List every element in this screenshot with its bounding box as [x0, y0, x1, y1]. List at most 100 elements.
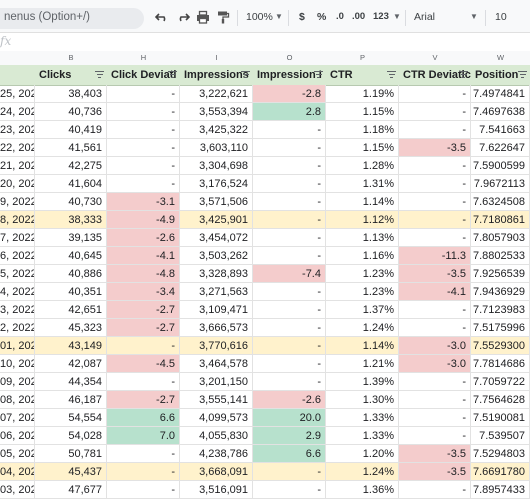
header-clicks[interactable]: Clicks	[35, 65, 108, 86]
cell-ctr-deviation[interactable]: -	[399, 229, 471, 247]
cell-clicks[interactable]: 42,651	[35, 301, 107, 319]
cell-impressions[interactable]: 4,099,573	[180, 409, 253, 427]
cell-impressions[interactable]: 4,055,830	[180, 427, 253, 445]
cell-click-deviation[interactable]: -	[107, 157, 180, 175]
cell-impression-deviation[interactable]: -7.4	[253, 265, 326, 283]
cell-ctr-deviation[interactable]: -3.0	[399, 355, 471, 373]
cell-ctr-deviation[interactable]: -	[399, 301, 471, 319]
cell-ctr[interactable]: 1.19%	[326, 85, 399, 103]
paint-format-icon[interactable]	[216, 10, 230, 26]
cell-impressions[interactable]: 3,271,563	[180, 283, 253, 301]
cell-impression-deviation[interactable]: -2.8	[253, 85, 326, 103]
cell-impressions[interactable]: 3,503,262	[180, 247, 253, 265]
cell-clicks[interactable]: 45,323	[35, 319, 107, 337]
column-letter-date[interactable]	[0, 51, 36, 66]
cell-date[interactable]: 07, 2022	[0, 409, 35, 427]
cell-ctr[interactable]: 1.15%	[326, 139, 399, 157]
cell-ctr-deviation[interactable]: -	[399, 121, 471, 139]
cell-date[interactable]: 04, 2022	[0, 463, 35, 481]
cell-clicks[interactable]: 44,354	[35, 373, 107, 391]
cell-ctr[interactable]: 1.39%	[326, 373, 399, 391]
cell-ctr[interactable]: 1.15%	[326, 103, 399, 121]
cell-click-deviation[interactable]: -4.1	[107, 247, 180, 265]
cell-impression-deviation[interactable]: -	[253, 121, 326, 139]
cell-impression-deviation[interactable]: -	[253, 337, 326, 355]
cell-impressions[interactable]: 3,109,471	[180, 301, 253, 319]
cell-ctr[interactable]: 1.23%	[326, 265, 399, 283]
cell-date[interactable]: 10, 2022	[0, 355, 35, 373]
cell-impressions[interactable]: 3,555,141	[180, 391, 253, 409]
cell-impression-deviation[interactable]: -	[253, 355, 326, 373]
cell-date[interactable]: 4, 2022	[0, 283, 35, 301]
cell-clicks[interactable]: 40,419	[35, 121, 107, 139]
cell-impression-deviation[interactable]: -	[253, 301, 326, 319]
cell-ctr-deviation[interactable]: -	[399, 103, 471, 121]
cell-date[interactable]: 05, 2022	[0, 445, 35, 463]
cell-impressions[interactable]: 3,328,893	[180, 265, 253, 283]
cell-ctr[interactable]: 1.37%	[326, 301, 399, 319]
filter-icon[interactable]	[387, 71, 396, 79]
cell-ctr-deviation[interactable]: -	[399, 211, 471, 229]
cell-impressions[interactable]: 3,222,621	[180, 85, 253, 103]
cell-clicks[interactable]: 40,736	[35, 103, 107, 121]
cell-position[interactable]: 7.5900599	[471, 157, 530, 175]
cell-ctr[interactable]: 1.24%	[326, 319, 399, 337]
cell-ctr[interactable]: 1.20%	[326, 445, 399, 463]
cell-clicks[interactable]: 38,333	[35, 211, 107, 229]
cell-ctr-deviation[interactable]: -	[399, 391, 471, 409]
cell-clicks[interactable]: 47,677	[35, 481, 107, 499]
cell-clicks[interactable]: 42,087	[35, 355, 107, 373]
cell-date[interactable]: 24, 2022	[0, 103, 35, 121]
cell-click-deviation[interactable]: -2.7	[107, 319, 180, 337]
header-impressions[interactable]: Impressions	[180, 65, 254, 86]
cell-clicks[interactable]: 40,730	[35, 193, 107, 211]
column-letter-click-deviation[interactable]: H	[107, 51, 181, 66]
zoom-select[interactable]: 100%	[246, 11, 273, 23]
cell-impressions[interactable]: 3,425,901	[180, 211, 253, 229]
cell-impressions[interactable]: 3,464,578	[180, 355, 253, 373]
cell-ctr[interactable]: 1.23%	[326, 283, 399, 301]
cell-date[interactable]: 23, 2022	[0, 121, 35, 139]
formula-bar[interactable]: fx	[0, 32, 530, 52]
cell-ctr[interactable]: 1.13%	[326, 229, 399, 247]
number-format-select[interactable]: 123	[373, 11, 389, 22]
cell-clicks[interactable]: 40,351	[35, 283, 107, 301]
header-click-deviation[interactable]: Click Deviati	[107, 65, 181, 86]
cell-ctr[interactable]: 1.14%	[326, 193, 399, 211]
cell-position[interactable]: 7.5529300	[471, 337, 530, 355]
cell-click-deviation[interactable]: -	[107, 85, 180, 103]
cell-position[interactable]: 7.7123983	[471, 301, 530, 319]
filter-icon[interactable]	[241, 71, 250, 79]
cell-ctr-deviation[interactable]: -	[399, 373, 471, 391]
cell-ctr[interactable]: 1.21%	[326, 355, 399, 373]
cell-impressions[interactable]: 3,770,616	[180, 337, 253, 355]
cell-ctr[interactable]: 1.33%	[326, 427, 399, 445]
cell-position[interactable]: 7.541663	[471, 121, 530, 139]
cell-date[interactable]: 25, 2022	[0, 85, 35, 103]
header-date[interactable]	[0, 65, 36, 86]
cell-ctr-deviation[interactable]: -3.5	[399, 265, 471, 283]
filter-icon[interactable]	[168, 71, 177, 79]
cell-position[interactable]: 7.7059722	[471, 373, 530, 391]
cell-position[interactable]: 7.4697638	[471, 103, 530, 121]
print-icon[interactable]	[196, 10, 210, 26]
cell-impression-deviation[interactable]: -	[253, 373, 326, 391]
cell-ctr-deviation[interactable]: -	[399, 319, 471, 337]
cell-position[interactable]: 7.5294803	[471, 445, 530, 463]
cell-click-deviation[interactable]: -	[107, 175, 180, 193]
column-letter-position[interactable]: W	[471, 51, 530, 66]
cell-impression-deviation[interactable]: -	[253, 247, 326, 265]
percent-format-button[interactable]: %	[317, 11, 327, 23]
cell-impression-deviation[interactable]: 6.6	[253, 445, 326, 463]
header-position[interactable]: Position	[471, 65, 530, 86]
cell-ctr-deviation[interactable]: -	[399, 193, 471, 211]
cell-date[interactable]: 7, 2022	[0, 229, 35, 247]
cell-ctr[interactable]: 1.18%	[326, 121, 399, 139]
cell-impressions[interactable]: 3,425,322	[180, 121, 253, 139]
cell-position[interactable]: 7.8802533	[471, 247, 530, 265]
cell-date[interactable]: 5, 2022	[0, 265, 35, 283]
cell-date[interactable]: 08, 2022	[0, 391, 35, 409]
increase-decimal-button[interactable]: .00	[352, 11, 366, 22]
cell-click-deviation[interactable]: -3.4	[107, 283, 180, 301]
cell-clicks[interactable]: 39,135	[35, 229, 107, 247]
